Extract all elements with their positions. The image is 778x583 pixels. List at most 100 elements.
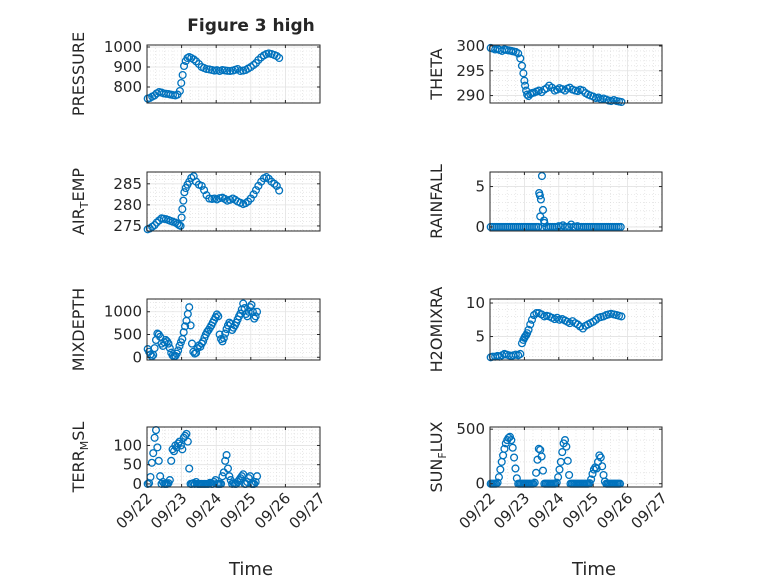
y-axis-label-main: TERR	[69, 450, 88, 493]
data-point	[616, 222, 625, 232]
data-point	[225, 66, 235, 76]
subplot-2: 290 295 300 THETA	[427, 37, 663, 107]
data-series	[486, 43, 626, 107]
data-point	[178, 205, 187, 214]
data-point	[520, 76, 529, 85]
y-tick-label: 0	[132, 348, 142, 366]
data-point	[511, 464, 520, 473]
y-tick-label: 900	[113, 58, 142, 76]
data-point	[223, 66, 232, 75]
data-point	[537, 452, 546, 461]
data-point	[536, 195, 545, 204]
data-point	[524, 325, 533, 334]
data-point	[183, 437, 192, 446]
x-tick-label: 09/27	[286, 489, 329, 532]
y-tick-label: 280	[113, 196, 142, 214]
y-axis-label-tail: EMP	[69, 168, 88, 202]
y-tick-label: 50	[123, 456, 142, 474]
data-point	[554, 473, 563, 482]
x-tick-label: 09/27	[628, 489, 671, 532]
data-point	[251, 477, 260, 487]
y-tick-label: 275	[113, 217, 142, 235]
data-point	[516, 54, 525, 63]
data-point	[514, 351, 523, 360]
data-point	[222, 451, 231, 460]
subplot-6: 5 10 H2OMIXRA	[427, 287, 663, 373]
y-tick-label: 285	[113, 175, 142, 193]
y-tick-label: 100	[113, 436, 142, 454]
data-point	[494, 473, 503, 482]
data-point	[565, 470, 574, 480]
y-tick-label: 10	[466, 294, 485, 312]
data-point	[164, 339, 173, 348]
y-tick-label: 1000	[104, 303, 142, 321]
data-point	[519, 69, 528, 78]
data-point	[165, 344, 174, 353]
y-axis-label-main: SUN	[427, 459, 446, 493]
data-point	[239, 299, 248, 308]
x-axis-label-right: Time	[571, 559, 616, 580]
data-point	[175, 341, 184, 350]
data-point	[493, 478, 502, 487]
data-point	[176, 441, 185, 450]
axes-box	[489, 298, 663, 361]
data-point	[252, 307, 262, 316]
data-point	[154, 456, 163, 465]
axes-box	[489, 44, 663, 104]
data-point	[517, 61, 527, 70]
data-point	[212, 310, 221, 319]
data-point	[270, 179, 279, 188]
data-series	[143, 299, 262, 361]
data-point	[221, 329, 230, 338]
x-tick-label: 09/25	[216, 489, 259, 532]
data-point	[538, 205, 548, 215]
y-axis-label-subscript: F	[436, 452, 449, 458]
axes-box	[146, 298, 321, 361]
axes-box	[489, 171, 663, 232]
data-point	[177, 78, 186, 88]
y-axis-label-main: AIR	[69, 208, 88, 235]
x-tick-label: 09/25	[559, 489, 602, 532]
data-point	[244, 307, 253, 316]
data-point	[510, 453, 519, 462]
y-tick-label: 500	[113, 326, 142, 344]
data-point	[221, 456, 230, 465]
y-axis-label: H2OMIXRA	[427, 287, 446, 373]
data-point	[150, 344, 159, 353]
data-point	[598, 462, 607, 471]
y-tick-label: 0	[475, 218, 485, 236]
data-point	[558, 448, 567, 457]
data-point	[538, 466, 548, 475]
subplot-1: 800 900 1000 PRESSURE	[69, 32, 321, 116]
data-series	[486, 171, 625, 232]
data-point	[181, 322, 190, 331]
data-point	[178, 445, 187, 454]
data-point	[275, 186, 284, 195]
x-tick-label: 09/26	[251, 489, 294, 532]
figure-title: Figure 3 high	[187, 16, 315, 36]
data-point	[205, 194, 214, 203]
y-tick-label: 0	[132, 475, 142, 493]
data-point	[275, 53, 284, 63]
plot-area	[490, 172, 662, 231]
x-tick-label: 09/22	[113, 489, 156, 532]
data-point	[176, 221, 185, 230]
y-axis-label-tail: SL	[69, 422, 88, 441]
data-point	[179, 196, 188, 205]
data-point	[236, 309, 245, 318]
data-point	[539, 216, 549, 225]
y-tick-label: 5	[475, 328, 485, 346]
x-tick-label: 09/24	[524, 489, 567, 532]
data-point	[180, 188, 189, 197]
data-point	[532, 468, 541, 477]
data-point	[185, 303, 194, 312]
data-point	[534, 444, 543, 453]
data-series	[143, 49, 284, 103]
data-point	[215, 194, 224, 203]
y-tick-label: 800	[113, 78, 142, 96]
data-point	[150, 433, 159, 442]
data-point	[532, 309, 541, 318]
data-point	[150, 221, 159, 230]
